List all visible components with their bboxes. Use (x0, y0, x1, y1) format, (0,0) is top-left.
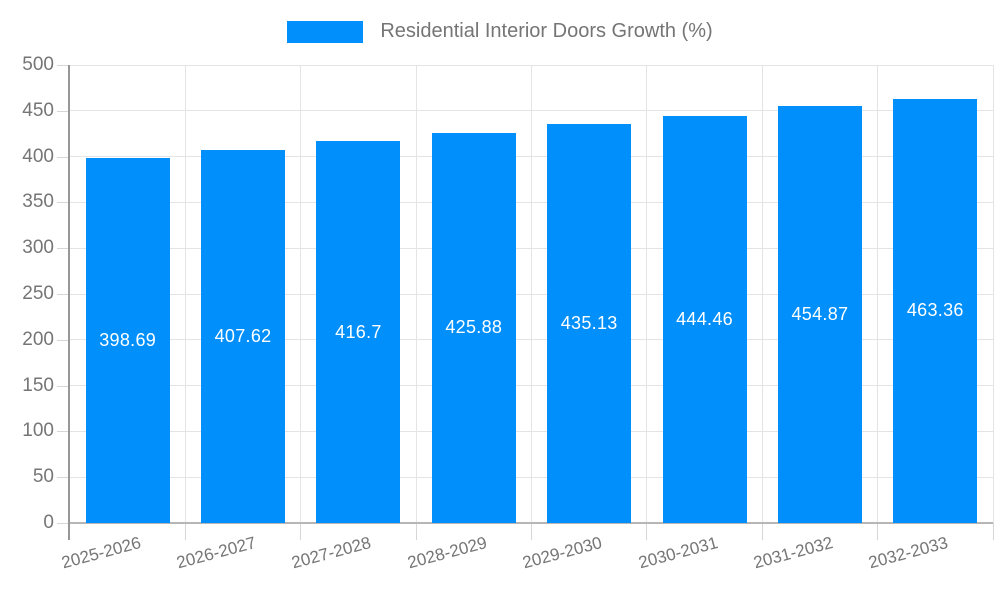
x-axis-tick (184, 523, 186, 540)
y-axis-tick-label: 400 (22, 145, 54, 167)
x-gridline (300, 65, 302, 523)
x-axis-line (70, 522, 993, 524)
y-axis-tick (57, 65, 70, 66)
x-gridline (415, 65, 417, 523)
y-axis-tick-label: 0 (43, 512, 54, 533)
x-axis-tick (761, 523, 763, 540)
bar[interactable]: 435.13 (547, 124, 632, 523)
legend-swatch-icon (287, 20, 364, 43)
y-axis-tick (57, 294, 70, 295)
bar[interactable]: 425.88 (431, 132, 516, 523)
x-gridline (877, 65, 879, 523)
y-axis-tick-label: 300 (22, 237, 54, 259)
chart-title: Residential Interior Doors Growth (%) (380, 20, 713, 42)
x-gridline (992, 65, 994, 523)
bar[interactable]: 398.69 (85, 157, 170, 523)
y-axis-tick-label: 250 (22, 283, 54, 304)
bar[interactable]: 416.7 (316, 141, 401, 523)
bar[interactable]: 454.87 (777, 106, 862, 523)
bar-value-label: 425.88 (445, 317, 503, 338)
x-gridline (531, 65, 532, 523)
y-axis-tick (57, 202, 70, 204)
y-axis-tick-label: 450 (22, 99, 54, 121)
bar[interactable]: 463.36 (893, 98, 978, 523)
x-axis-tick (531, 523, 532, 540)
x-gridline (761, 65, 763, 523)
y-axis-tick (57, 431, 70, 433)
y-axis-tick (57, 477, 70, 479)
y-axis-tick (57, 156, 70, 158)
bar-value-label: 407.62 (214, 325, 272, 346)
bar[interactable]: 444.46 (662, 115, 747, 523)
x-gridline (646, 65, 648, 523)
y-axis-tick-label: 50 (32, 466, 54, 488)
y-axis-tick (57, 110, 70, 112)
y-axis-tick (57, 339, 70, 341)
bar-value-label: 435.13 (560, 313, 618, 334)
y-axis-line (68, 65, 70, 540)
bar[interactable]: 407.62 (201, 149, 286, 523)
y-axis-tick (57, 248, 70, 250)
y-axis-tick (57, 523, 70, 524)
x-axis-tick (992, 523, 994, 540)
y-axis-tick-label: 100 (22, 420, 54, 442)
bar-value-label: 416.7 (335, 321, 382, 342)
bar-value-label: 398.69 (99, 329, 157, 350)
y-axis-tick-label: 200 (22, 328, 54, 350)
x-axis-tick (415, 523, 417, 540)
x-axis-tick (877, 523, 879, 540)
y-axis-tick (57, 385, 70, 387)
x-gridline (184, 65, 186, 523)
bar-value-label: 454.87 (791, 304, 849, 325)
y-axis-tick-label: 350 (22, 191, 54, 213)
legend: Residential Interior Doors Growth (%) (0, 20, 1000, 43)
y-axis-tick-label: 150 (22, 374, 54, 396)
y-axis-tick-label: 500 (22, 54, 54, 75)
x-axis-tick (300, 523, 302, 540)
legend-item[interactable]: Residential Interior Doors Growth (%) (287, 20, 713, 43)
bar-value-label: 444.46 (676, 308, 733, 329)
x-axis-tick (646, 523, 648, 540)
bar-value-label: 463.36 (906, 300, 964, 321)
